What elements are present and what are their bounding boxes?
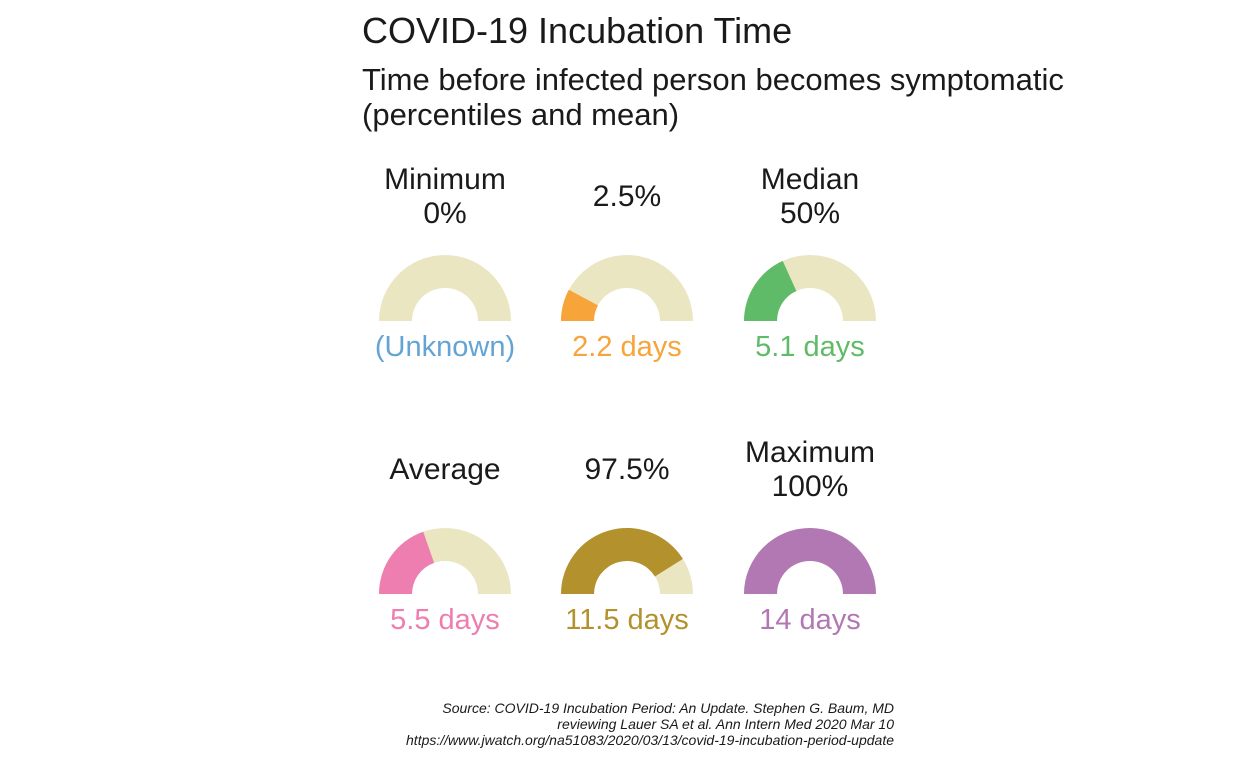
caption-line-1: Source: COVID-19 Incubation Period: An U… [442, 700, 894, 716]
source-caption: Source: COVID-19 Incubation Period: An U… [406, 700, 894, 748]
gauge-4: Average 5.5 days [379, 453, 511, 636]
gauge-label-line: Average [389, 453, 500, 486]
gauge-fill [561, 528, 683, 594]
gauge-fill [744, 260, 797, 321]
gauge-value-label: 14 days [759, 604, 861, 636]
gauge-label-line: 0% [423, 197, 466, 230]
chart-title: COVID-19 Incubation Time [362, 10, 793, 51]
gauge-value-label: (Unknown) [375, 331, 515, 363]
gauge-value-label: 5.1 days [755, 331, 865, 363]
gauge-label-line: 100% [772, 470, 849, 503]
gauge-label-line: 97.5% [584, 453, 669, 486]
subtitle-line-2: (percentiles and mean) [362, 97, 680, 132]
gauge-fill [379, 531, 435, 594]
gauge-value-label: 2.2 days [572, 331, 682, 363]
gauge-value-label: 11.5 days [565, 604, 689, 636]
gauge-label-line: Minimum [384, 163, 506, 196]
gauge-fill [744, 528, 876, 594]
gauge-value-label: 5.5 days [390, 604, 500, 636]
gauge-label-line: Maximum [745, 436, 875, 469]
gauge-label-line: Median [761, 163, 859, 196]
subtitle-line-1: Time before infected person becomes symp… [362, 62, 1064, 97]
chart-subtitle: Time before infected person becomes symp… [362, 62, 1064, 132]
gauge-label-line: 2.5% [593, 180, 661, 213]
gauge-label-line: 50% [780, 197, 840, 230]
caption-line-2: reviewing Lauer SA et al. Ann Intern Med… [557, 716, 894, 732]
gauge-fill [561, 289, 598, 321]
gauge-5: 97.5% 11.5 days [561, 453, 693, 636]
gauge-2: 2.5% 2.2 days [561, 180, 693, 363]
caption-line-3: https://www.jwatch.org/na51083/2020/03/1… [406, 732, 894, 748]
gauge-track [379, 255, 511, 321]
